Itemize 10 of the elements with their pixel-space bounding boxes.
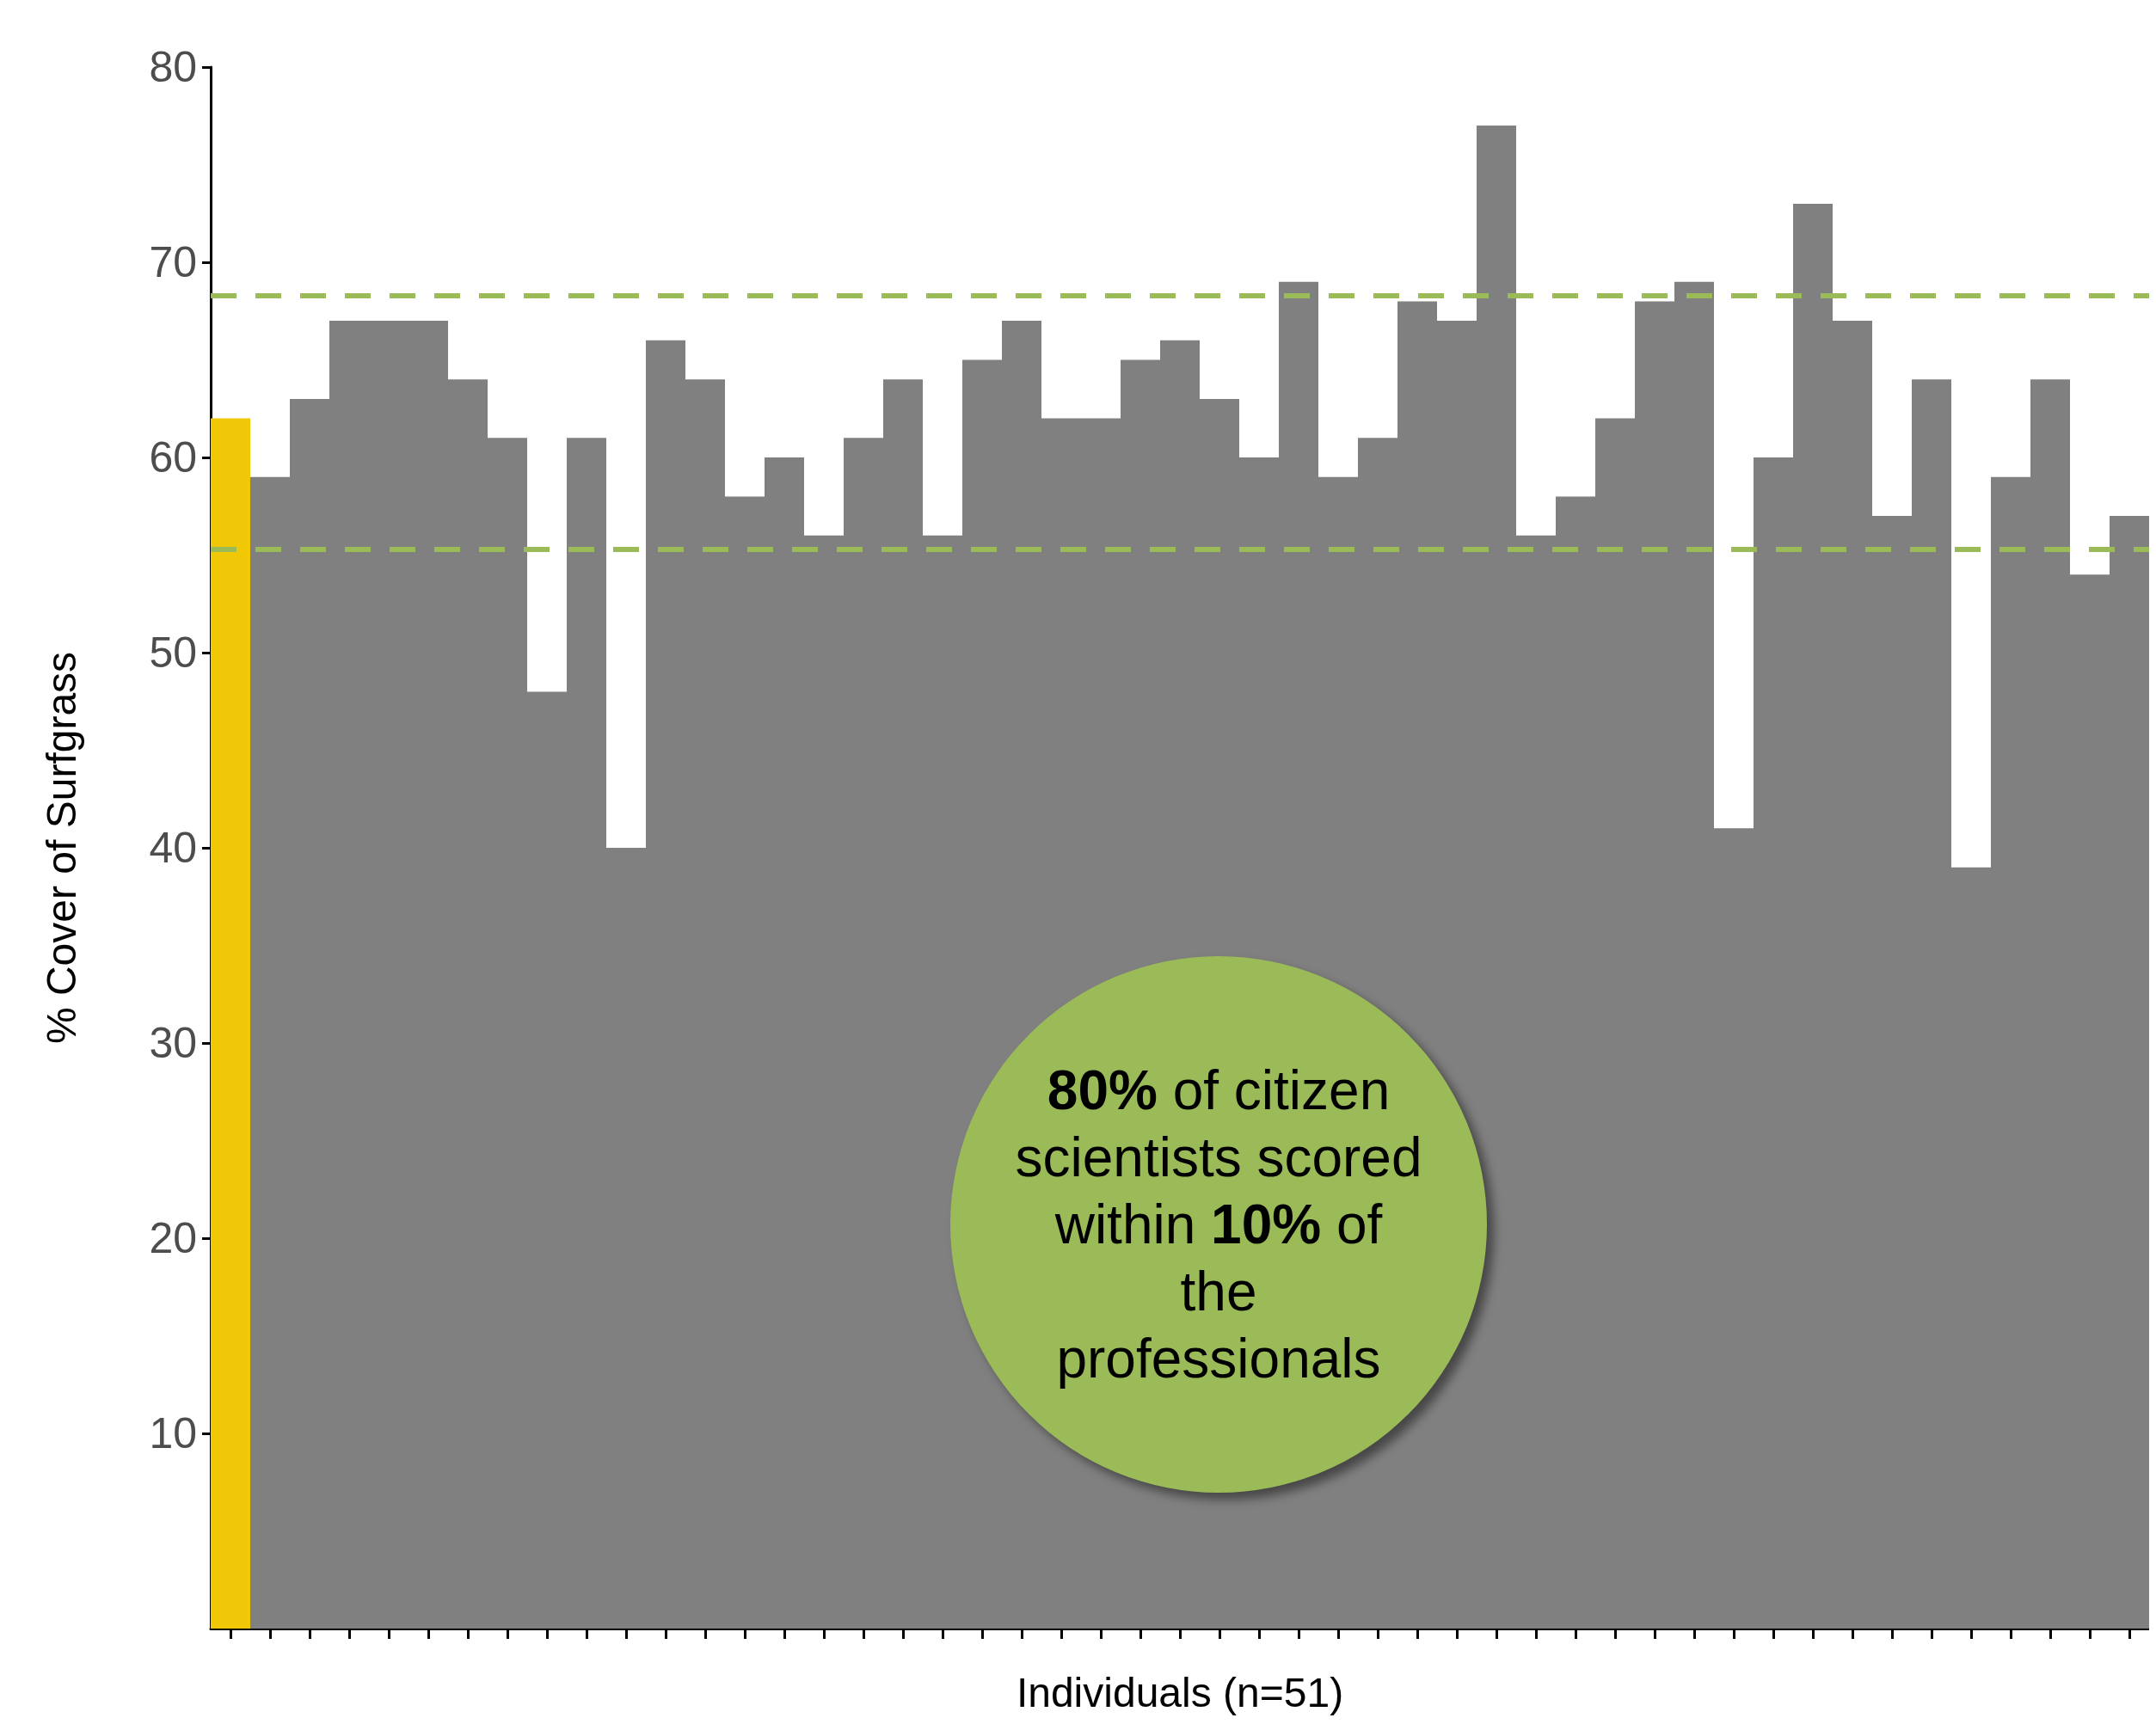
x-axis-title: Individuals (n=51) xyxy=(1016,1669,1344,1715)
y-axis-title: % Cover of Surfgrass xyxy=(38,651,84,1045)
y-tick-label: 50 xyxy=(149,629,197,677)
y-tick-label: 30 xyxy=(149,1019,197,1067)
y-tick-label: 70 xyxy=(149,238,197,286)
y-tick-label: 20 xyxy=(149,1214,197,1262)
y-tick-label: 10 xyxy=(149,1409,197,1457)
y-tick-label: 60 xyxy=(149,433,197,482)
y-tick-label: 80 xyxy=(149,43,197,91)
y-tick-label: 40 xyxy=(149,824,197,872)
